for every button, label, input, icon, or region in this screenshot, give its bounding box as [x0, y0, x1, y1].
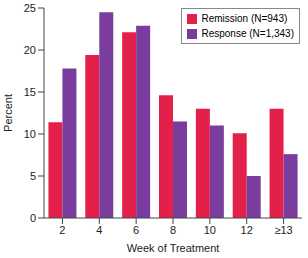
svg-text:10: 10 — [24, 128, 36, 140]
svg-text:2: 2 — [59, 224, 65, 236]
svg-text:Week of Treatment: Week of Treatment — [127, 242, 220, 254]
svg-text:0: 0 — [30, 212, 36, 224]
svg-text:Percent: Percent — [8, 94, 14, 132]
svg-text:12: 12 — [241, 224, 253, 236]
svg-text:≥13: ≥13 — [274, 224, 292, 236]
svg-text:6: 6 — [133, 224, 139, 236]
svg-text:15: 15 — [24, 86, 36, 98]
html-text:Response (N=1,343): Response (N=1,343) — [201, 28, 294, 39]
svg-text:5: 5 — [30, 170, 36, 182]
svg-text:10: 10 — [204, 224, 216, 236]
svg-text:25: 25 — [24, 2, 36, 14]
svg-text:20: 20 — [24, 44, 36, 56]
svg-text:4: 4 — [96, 224, 102, 236]
svg-text:8: 8 — [170, 224, 176, 236]
html-text:Remission (N=943): Remission (N=943) — [201, 13, 288, 24]
